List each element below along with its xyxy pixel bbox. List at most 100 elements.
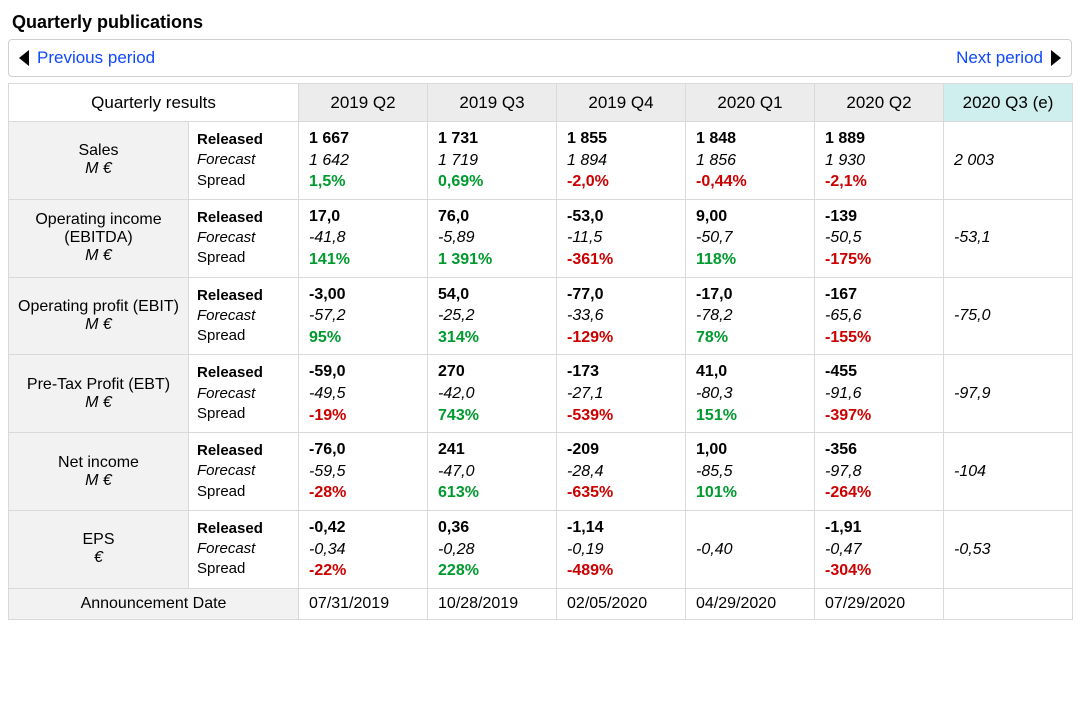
forecast-value: -50,5	[825, 227, 935, 249]
released-value: 1 667	[309, 128, 419, 150]
next-period-label: Next period	[956, 48, 1043, 68]
value-cell: -0,42-0,34-22%	[299, 510, 428, 588]
value-cell: 41,0-80,3151%	[686, 355, 815, 433]
forecast-value: -33,6	[567, 305, 677, 327]
forecast-value: -41,8	[309, 227, 419, 249]
forecast-value: 1 894	[567, 150, 677, 172]
value-cell: -97,9	[944, 355, 1073, 433]
released-value: -0,42	[309, 517, 419, 539]
value-cell: -77,0-33,6-129%	[557, 277, 686, 355]
forecast-value: -0,47	[825, 539, 935, 561]
sub-labels-cell: ReleasedForecastSpread	[189, 355, 299, 433]
metric-label-cell: Operating profit (EBIT)M €	[9, 277, 189, 355]
spread-value: 1 391%	[438, 249, 548, 271]
forecast-value: -57,2	[309, 305, 419, 327]
sub-spread: Spread	[197, 482, 290, 502]
value-cell: 1 8891 930-2,1%	[815, 122, 944, 200]
forecast-value: 2 003	[954, 150, 1064, 172]
value-cell: 1 7311 7190,69%	[428, 122, 557, 200]
forecast-value: -80,3	[696, 383, 806, 405]
announcement-date: 07/29/2020	[815, 588, 944, 619]
quarterly-publications-panel: Quarterly publications Previous period N…	[8, 8, 1072, 620]
metric-unit: M €	[17, 247, 180, 265]
forecast-value: -49,5	[309, 383, 419, 405]
forecast-value: -78,2	[696, 305, 806, 327]
spread-value: -28%	[309, 482, 419, 504]
sub-released: Released	[197, 363, 290, 383]
announcement-date: 07/31/2019	[299, 588, 428, 619]
metric-name: Sales	[17, 142, 180, 160]
released-value	[954, 206, 1064, 228]
announcement-date: 04/29/2020	[686, 588, 815, 619]
spread-value	[954, 482, 1064, 504]
spread-value: -175%	[825, 249, 935, 271]
forecast-value: -0,34	[309, 539, 419, 561]
previous-period-link[interactable]: Previous period	[19, 48, 155, 68]
released-value: 9,00	[696, 206, 806, 228]
announcement-row: Announcement Date07/31/201910/28/201902/…	[9, 588, 1073, 619]
sub-spread: Spread	[197, 248, 290, 268]
spread-value	[954, 171, 1064, 193]
spread-value: -0,44%	[696, 171, 806, 193]
released-value	[954, 361, 1064, 383]
sub-forecast: Forecast	[197, 228, 290, 248]
sub-released: Released	[197, 519, 290, 539]
forecast-value: -91,6	[825, 383, 935, 405]
value-cell: -139-50,5-175%	[815, 199, 944, 277]
spread-value: -635%	[567, 482, 677, 504]
spread-value: 118%	[696, 249, 806, 271]
announcement-date: 02/05/2020	[557, 588, 686, 619]
forecast-value: -59,5	[309, 461, 419, 483]
released-value: -59,0	[309, 361, 419, 383]
period-header: 2019 Q4	[557, 84, 686, 122]
forecast-value: -75,0	[954, 305, 1064, 327]
forecast-value: 1 856	[696, 150, 806, 172]
sub-spread: Spread	[197, 171, 290, 191]
released-value: 0,36	[438, 517, 548, 539]
metric-label-cell: Net incomeM €	[9, 433, 189, 511]
value-cell: 9,00-50,7118%	[686, 199, 815, 277]
released-value: 1 731	[438, 128, 548, 150]
sub-spread: Spread	[197, 326, 290, 346]
metric-name: Net income	[17, 454, 180, 472]
released-value: 54,0	[438, 284, 548, 306]
released-value: -53,0	[567, 206, 677, 228]
forecast-value: 1 719	[438, 150, 548, 172]
released-value: -173	[567, 361, 677, 383]
spread-value: 78%	[696, 327, 806, 349]
value-cell: 1,00-85,5101%	[686, 433, 815, 511]
value-cell: -104	[944, 433, 1073, 511]
spread-value: 141%	[309, 249, 419, 271]
released-value	[954, 517, 1064, 539]
spread-value: -361%	[567, 249, 677, 271]
previous-period-label: Previous period	[37, 48, 155, 68]
value-cell: -0,40	[686, 510, 815, 588]
metric-name: Operating profit (EBIT)	[17, 298, 180, 316]
spread-value	[954, 327, 1064, 349]
released-value: 41,0	[696, 361, 806, 383]
announcement-date	[944, 588, 1073, 619]
value-cell: 17,0-41,8141%	[299, 199, 428, 277]
period-header: 2020 Q3 (e)	[944, 84, 1073, 122]
released-value: -455	[825, 361, 935, 383]
spread-value: 228%	[438, 560, 548, 582]
value-cell: -1,91-0,47-304%	[815, 510, 944, 588]
released-value: -167	[825, 284, 935, 306]
metric-unit: M €	[17, 316, 180, 334]
value-cell: -53,0-11,5-361%	[557, 199, 686, 277]
released-value: -76,0	[309, 439, 419, 461]
metric-label-cell: Operating income (EBITDA)M €	[9, 199, 189, 277]
next-period-link[interactable]: Next period	[956, 48, 1061, 68]
released-value	[954, 439, 1064, 461]
sub-forecast: Forecast	[197, 539, 290, 559]
released-value: -17,0	[696, 284, 806, 306]
metric-name: Pre-Tax Profit (EBT)	[17, 376, 180, 394]
value-cell: -173-27,1-539%	[557, 355, 686, 433]
period-navbar: Previous period Next period	[8, 39, 1072, 77]
released-value	[954, 128, 1064, 150]
arrow-left-icon	[19, 50, 29, 66]
forecast-value: -50,7	[696, 227, 806, 249]
spread-value: 101%	[696, 482, 806, 504]
forecast-value: 1 930	[825, 150, 935, 172]
period-header: 2019 Q2	[299, 84, 428, 122]
